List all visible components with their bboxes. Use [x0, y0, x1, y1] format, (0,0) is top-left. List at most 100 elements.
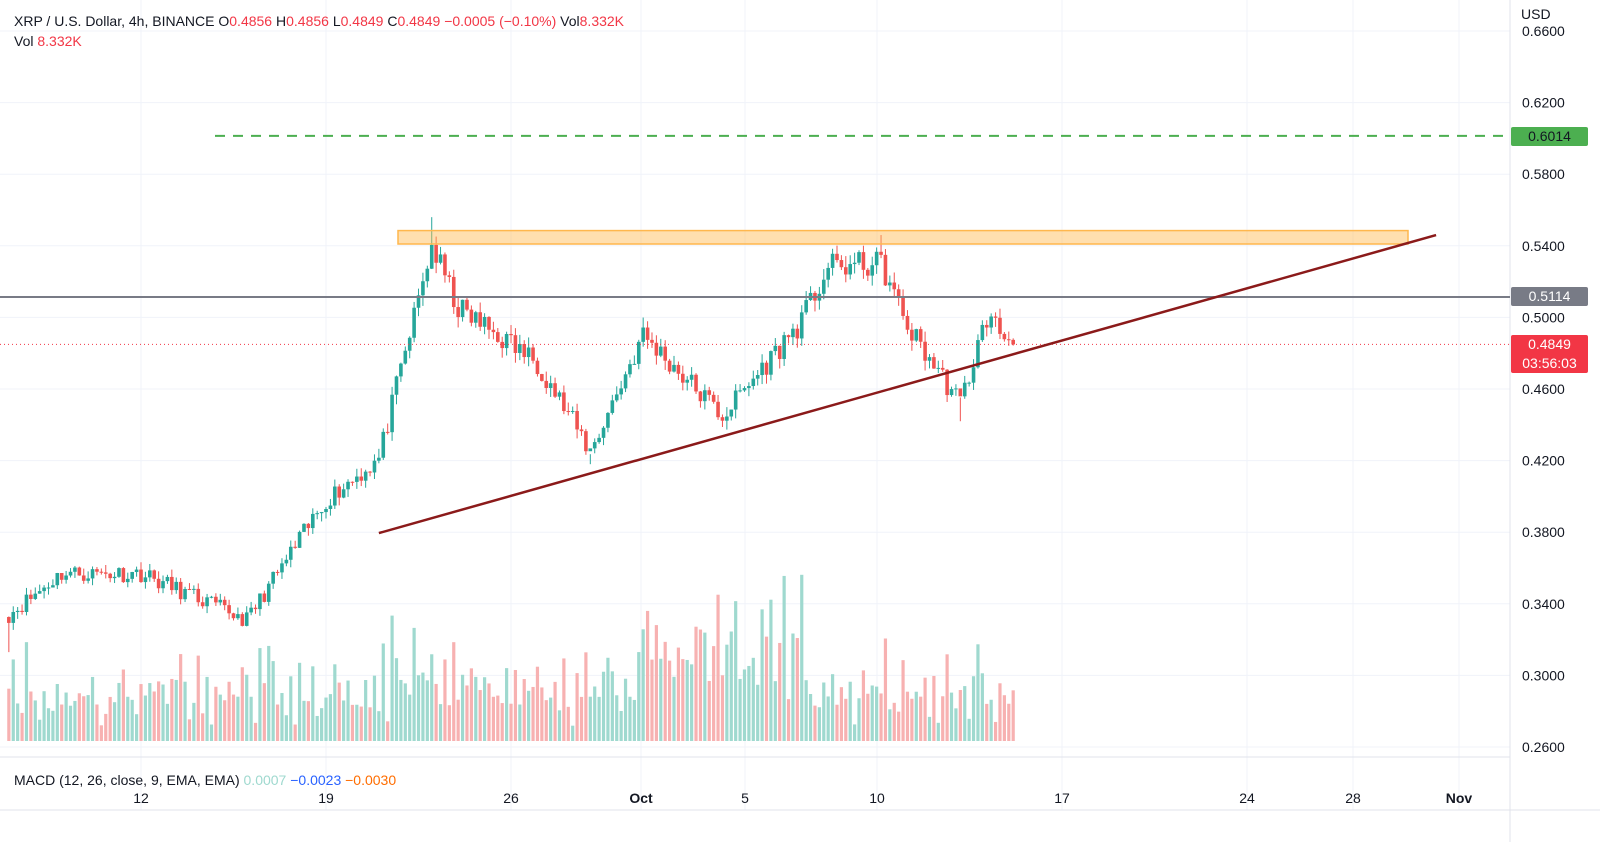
- volume-bar: [734, 601, 738, 741]
- candle-body: [570, 410, 575, 412]
- candle-body: [275, 571, 280, 573]
- candle-body: [333, 486, 337, 506]
- volume-bar: [487, 683, 491, 741]
- price-tick-label: 0.4600: [1522, 381, 1565, 397]
- candle-body: [566, 411, 571, 413]
- candle-body: [425, 268, 430, 282]
- candle-body: [7, 617, 11, 623]
- candle-body: [984, 324, 989, 328]
- candle-body: [350, 481, 355, 483]
- volume-bar: [518, 704, 522, 741]
- candle-body: [143, 577, 148, 583]
- candle-body: [698, 391, 703, 402]
- candle-body: [548, 383, 553, 388]
- volume-bar: [302, 700, 306, 741]
- volume-bar: [42, 691, 46, 741]
- price-tick-label: 0.5000: [1522, 309, 1565, 325]
- volume-bar: [342, 700, 346, 741]
- candle-body: [315, 513, 319, 515]
- candle-body: [456, 307, 460, 318]
- candle-body: [592, 442, 597, 449]
- volume-bar: [535, 666, 540, 741]
- candle-body: [685, 379, 690, 383]
- candle-body: [821, 279, 826, 294]
- volume-bar: [262, 683, 266, 741]
- candle-body: [130, 572, 134, 579]
- volume-bar: [275, 704, 280, 741]
- volume-bar: [804, 680, 808, 741]
- volume-bar: [421, 672, 425, 741]
- candle-body: [725, 416, 729, 421]
- candle-body: [90, 569, 95, 579]
- volume-bar: [566, 706, 570, 741]
- time-tick-label: 28: [1345, 790, 1361, 806]
- bar-countdown: 03:56:03: [1522, 355, 1577, 371]
- candle-body: [284, 559, 289, 564]
- volume-bar: [390, 615, 394, 741]
- volume-bars: [7, 574, 1015, 741]
- candle-body: [156, 578, 161, 589]
- volume-bar: [531, 686, 535, 741]
- volume-bar: [579, 696, 584, 741]
- candle-body: [962, 382, 967, 397]
- volume-bar: [791, 633, 795, 741]
- candle-body: [747, 386, 751, 389]
- volume-bar: [839, 687, 843, 741]
- volume-bar: [297, 662, 302, 741]
- volume-bar: [694, 626, 698, 741]
- volume-bar: [892, 702, 896, 741]
- candle-body: [945, 369, 949, 396]
- candle-body: [707, 390, 712, 395]
- volume-bar: [522, 679, 526, 741]
- currency-label[interactable]: USD: [1521, 6, 1551, 22]
- candle-body: [782, 335, 786, 359]
- volume-bar: [659, 658, 663, 741]
- candle-body: [852, 262, 857, 265]
- candle-body: [139, 569, 143, 583]
- volume-bar: [104, 713, 108, 741]
- candle-body: [1002, 333, 1007, 340]
- volume-bar: [460, 674, 465, 741]
- volume-value: 8.332K: [37, 33, 82, 49]
- candle-body: [531, 347, 535, 361]
- candle-body: [799, 312, 804, 339]
- volume-bar: [703, 632, 707, 741]
- candle-body: [553, 383, 557, 397]
- candle-body: [249, 607, 253, 613]
- volume-bar: [698, 629, 703, 741]
- candle-body: [504, 333, 509, 349]
- candle-body: [81, 575, 86, 581]
- candle-body: [51, 585, 55, 588]
- candle-body: [632, 363, 637, 365]
- volume-bar: [817, 707, 821, 741]
- volume-bar: [866, 693, 870, 741]
- volume-bar: [201, 713, 205, 741]
- volume-bar: [205, 676, 209, 741]
- candle-body: [324, 508, 328, 513]
- candle-body: [337, 486, 342, 498]
- time-tick-label: 26: [503, 790, 519, 806]
- candle-body: [500, 341, 505, 349]
- volume-bar: [192, 702, 196, 741]
- candle-body: [703, 390, 707, 402]
- candle-body: [835, 253, 839, 261]
- candle-body: [125, 578, 130, 583]
- candle-body: [438, 254, 443, 263]
- volume-bar: [883, 638, 888, 741]
- volume-bar: [628, 696, 632, 741]
- candle-body: [764, 362, 769, 375]
- volume-bar: [99, 725, 103, 741]
- candle-body: [544, 380, 549, 388]
- candle-body: [892, 282, 897, 290]
- volume-bar: [597, 696, 601, 741]
- volume-bar: [355, 704, 359, 741]
- candle-body: [606, 412, 610, 428]
- candle-body: [121, 568, 126, 583]
- volume-bar: [350, 704, 355, 741]
- volume-bar: [293, 724, 297, 741]
- volume-bar: [738, 678, 742, 741]
- volume-bar: [941, 696, 945, 741]
- volume-bar: [218, 694, 222, 741]
- candle-body: [205, 597, 209, 607]
